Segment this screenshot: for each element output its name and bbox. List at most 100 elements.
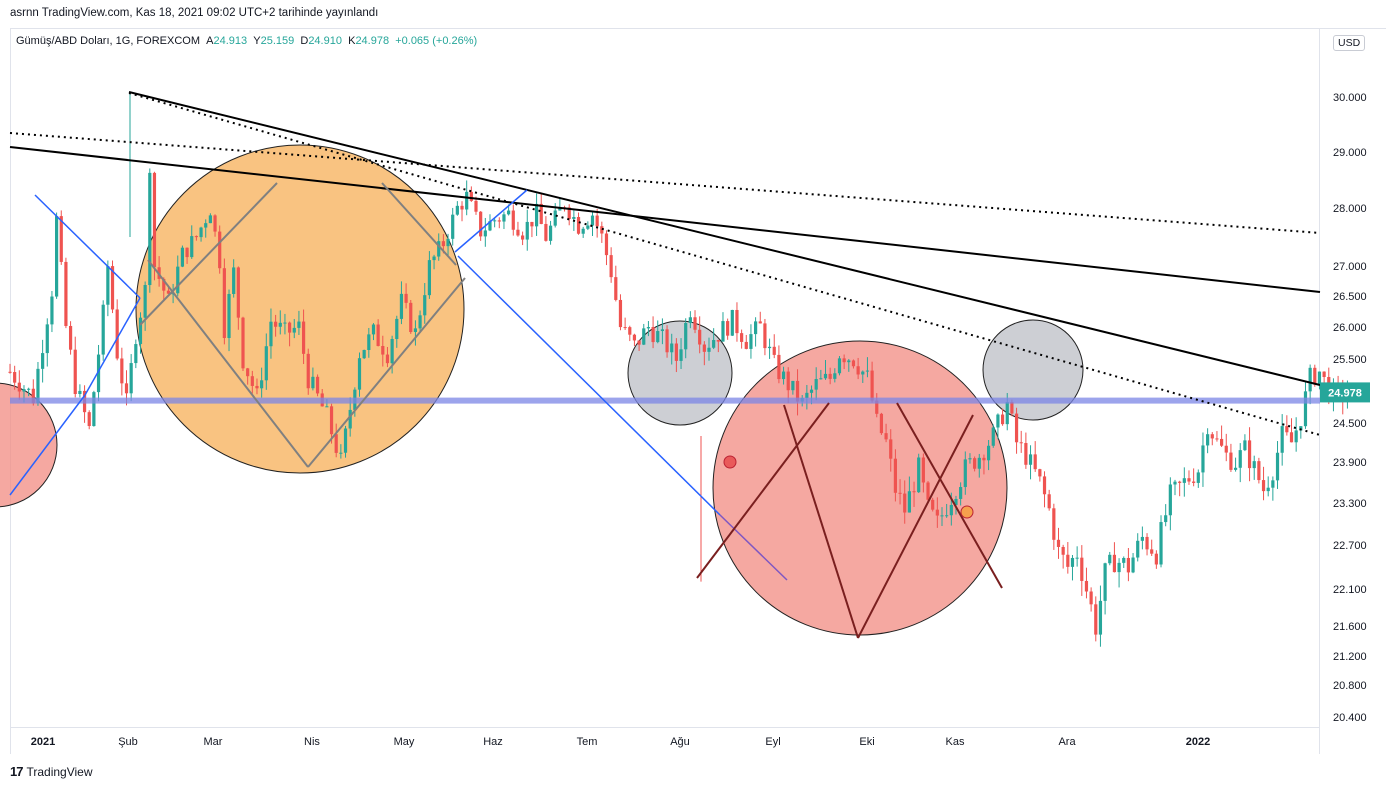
- candle-body: [548, 225, 553, 241]
- candle-body: [357, 358, 362, 390]
- legend-change: +0.065 (+0.26%): [395, 35, 478, 47]
- time-axis[interactable]: [10, 728, 1320, 754]
- candle-body: [758, 321, 762, 324]
- candle-body: [1285, 426, 1289, 433]
- candle-body: [963, 459, 967, 488]
- candle-body: [688, 317, 692, 323]
- candle-body: [632, 334, 637, 341]
- time-tick-label: Eyl: [765, 736, 780, 748]
- support-band: [10, 397, 1320, 404]
- candle-body: [1266, 487, 1270, 492]
- candle-body: [190, 236, 194, 258]
- candle-body: [115, 309, 119, 359]
- candle-body: [371, 324, 376, 335]
- candle-body: [679, 349, 683, 361]
- candle-body: [1224, 445, 1228, 453]
- candle-body: [329, 406, 334, 435]
- candle-body: [334, 434, 338, 453]
- candle-body: [1108, 554, 1112, 564]
- candle-body: [590, 215, 595, 226]
- candle-body: [493, 220, 497, 222]
- trendline-main: [128, 91, 1321, 386]
- symbol-legend: Gümüş/ABD Doları, 1G, FOREXCOM A24.913 Y…: [16, 35, 477, 47]
- candle-body: [646, 327, 651, 329]
- candle-body: [670, 343, 674, 353]
- candle-body: [8, 371, 12, 373]
- candle-body: [274, 321, 278, 327]
- candle-body: [744, 341, 748, 349]
- candle-body: [488, 221, 492, 231]
- time-tick-label: Haz: [483, 736, 503, 748]
- price-tick-label: 23.900: [1333, 457, 1367, 469]
- price-tick-label: 30.000: [1333, 92, 1367, 104]
- candle-body: [36, 368, 40, 404]
- time-tick-label: May: [394, 736, 415, 748]
- candle-body: [1117, 562, 1121, 573]
- candle-body: [926, 482, 930, 500]
- candle-body: [1243, 440, 1247, 451]
- candle-body: [1126, 557, 1130, 573]
- price-chart[interactable]: 30.000 29.000 28.000 27.000 26.500 26.000 25.5…: [0, 0, 1386, 760]
- candle-body: [1173, 481, 1177, 485]
- candle-body: [544, 223, 548, 241]
- candle-body: [1061, 546, 1065, 555]
- candle-body: [1271, 480, 1275, 488]
- price-tick-label: 29.000: [1333, 147, 1367, 159]
- candle-body: [726, 321, 730, 336]
- candle-body: [404, 293, 408, 303]
- candle-body: [199, 227, 203, 238]
- last-price-label: 24.978: [1328, 387, 1362, 399]
- candle-body: [1052, 508, 1056, 540]
- time-tick-label: Şub: [118, 736, 138, 748]
- candle-body: [1028, 454, 1033, 465]
- candle-body: [483, 230, 487, 237]
- candle-body: [945, 515, 949, 517]
- candle-body: [921, 457, 925, 483]
- candle-body: [64, 261, 68, 326]
- candle-body: [819, 378, 823, 380]
- candle-body: [1178, 481, 1182, 483]
- candle-body: [152, 172, 157, 268]
- legend-low: 24.910: [308, 35, 342, 47]
- legend-low-key: D: [300, 35, 309, 47]
- candle-body: [534, 203, 539, 227]
- currency-button[interactable]: USD: [1333, 35, 1366, 51]
- candle-body: [716, 339, 720, 342]
- candle-body: [856, 366, 860, 375]
- candle-body: [1317, 371, 1322, 385]
- candle-body: [465, 191, 469, 210]
- candle-body: [805, 392, 809, 398]
- candle-body: [1308, 367, 1312, 392]
- candle-body: [576, 217, 581, 234]
- legend-high: 25.159: [260, 35, 295, 47]
- candle-body: [13, 372, 17, 383]
- candle-body: [521, 235, 525, 240]
- candle-body: [1145, 536, 1149, 550]
- candle-body: [129, 363, 133, 394]
- price-axis[interactable]: [1320, 28, 1386, 728]
- candle-body: [479, 211, 483, 237]
- candle-body: [460, 205, 464, 210]
- candle-body: [870, 370, 874, 401]
- candle-body: [148, 172, 152, 286]
- footer-brand[interactable]: TradingView: [26, 764, 93, 779]
- price-tick-label: 21.200: [1333, 651, 1367, 663]
- candle-body: [306, 353, 310, 389]
- candle-body: [837, 358, 842, 374]
- candle-body: [595, 215, 599, 227]
- blue-line: [454, 189, 528, 253]
- candle-body: [968, 458, 972, 460]
- legend-symbol: Gümüş/ABD Doları, 1G, FOREXCOM: [16, 35, 200, 47]
- candle-body: [987, 445, 991, 461]
- candle-body: [101, 304, 105, 355]
- candle-body: [1257, 461, 1261, 481]
- candle-body: [842, 358, 846, 363]
- candle-body: [343, 428, 348, 453]
- candle-body: [651, 327, 655, 343]
- candle-body: [907, 491, 911, 513]
- candle-body: [795, 380, 800, 402]
- candle-body: [1210, 434, 1214, 439]
- legend-open-key: A: [206, 35, 214, 47]
- candle-body: [977, 457, 981, 469]
- candle-body: [1047, 494, 1051, 509]
